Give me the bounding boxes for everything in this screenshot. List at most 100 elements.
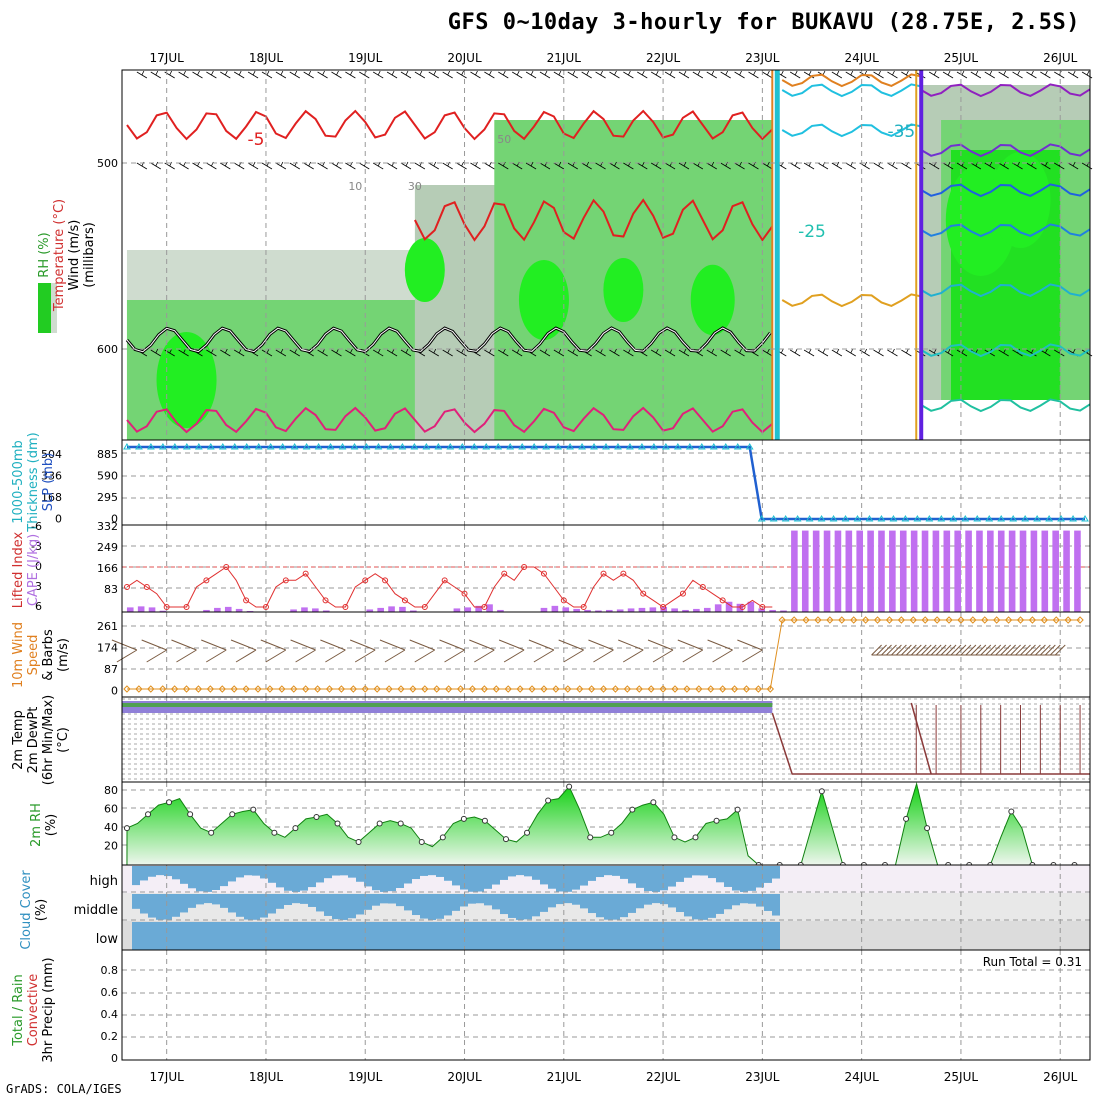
cloud-bar	[668, 866, 676, 887]
cape-bar	[714, 604, 722, 612]
wind-speed-point	[754, 685, 763, 693]
cloud-bar	[380, 894, 388, 904]
cloud-bar	[260, 894, 268, 918]
date-label-top: 21JUL	[547, 51, 582, 65]
cloud-bar	[644, 866, 652, 892]
cloud-bar	[236, 894, 244, 917]
cloud-bar	[588, 866, 596, 881]
wind-barb	[260, 639, 287, 663]
ytick-label: 40	[104, 821, 118, 834]
thickness-marker	[290, 443, 299, 450]
thickness-marker	[194, 443, 203, 450]
cloud-bar	[476, 866, 484, 892]
thickness-marker	[422, 443, 431, 450]
ytick-label: -3	[31, 540, 42, 553]
thickness-marker	[1021, 515, 1030, 522]
wind-barb	[317, 348, 328, 357]
contour-label: -25	[798, 222, 826, 242]
wind-speed-point	[504, 685, 512, 693]
cloud-bar	[324, 866, 332, 879]
wind-speed-point	[397, 685, 405, 693]
wind-barb	[1049, 644, 1061, 656]
cloud-bar	[260, 866, 268, 879]
cloud-bar	[772, 922, 780, 950]
wind-barb	[789, 70, 801, 79]
cloud-bar	[668, 894, 676, 908]
wind-barb	[905, 644, 917, 656]
wind-barb	[400, 161, 412, 170]
thickness-marker	[985, 515, 994, 522]
thickness-marker	[542, 443, 551, 450]
thickness-marker	[578, 443, 586, 450]
cloud-bar	[132, 866, 140, 886]
cloud-bar	[324, 922, 332, 950]
cape-bar	[475, 605, 482, 612]
slp-ylabel: Thickness (dm)	[26, 432, 41, 532]
li-point	[501, 570, 508, 577]
wind-barb	[525, 161, 537, 170]
rh-point	[713, 817, 720, 824]
cloud-bar	[452, 894, 460, 911]
wind-barb	[1015, 644, 1026, 656]
wind-barb	[525, 70, 537, 79]
cloud-bar	[332, 866, 340, 876]
rh-point	[145, 811, 152, 818]
wind-barb	[845, 348, 856, 357]
rh-point	[439, 834, 446, 841]
wind-ylabel: 10m Wind	[11, 622, 26, 688]
cloud-bar	[508, 866, 516, 877]
wind-barb	[588, 639, 614, 663]
wind-speed-point	[873, 616, 882, 624]
wind-barb	[345, 70, 356, 79]
wind-speed-point	[683, 685, 691, 693]
ytick-label: 504	[41, 448, 62, 461]
li-point	[143, 584, 150, 590]
thickness-marker	[326, 443, 335, 450]
wind-speed-point	[802, 616, 810, 624]
wind-barb	[945, 644, 957, 656]
thickness-marker	[530, 443, 539, 450]
cloud-bar	[548, 894, 556, 908]
wind-barb	[876, 644, 887, 656]
wind-barb	[650, 348, 662, 357]
wind-speed-point	[718, 685, 727, 693]
thickness-marker	[937, 515, 946, 522]
thickness-marker	[350, 443, 359, 450]
wind-speed-point	[659, 685, 667, 693]
thickness-marker	[949, 515, 958, 522]
cloud-bar	[444, 866, 452, 881]
wind-barb	[678, 348, 690, 357]
li-point	[342, 604, 349, 610]
thickness-marker	[638, 443, 646, 450]
wind-barb	[275, 348, 287, 357]
wind-barb	[230, 639, 257, 663]
wind-barb	[141, 639, 167, 663]
wind-speed-point	[707, 685, 715, 693]
cloud-bar	[268, 922, 276, 950]
ytick-label: 600	[97, 343, 118, 356]
cloud-bar	[476, 922, 484, 950]
wind-barb	[956, 348, 968, 357]
cape-bar	[1030, 530, 1038, 612]
wind-speed-point	[897, 616, 906, 624]
rh-point	[166, 799, 173, 806]
thickness-marker	[757, 515, 766, 522]
cape-bar	[410, 610, 417, 612]
ytick-label: 3	[35, 580, 42, 593]
rh-legend-swatch	[38, 283, 51, 333]
cloud-bar	[492, 866, 500, 885]
thickness-marker	[901, 515, 910, 522]
cloud-bar	[388, 894, 396, 904]
cloud-bar	[740, 894, 748, 904]
contour-line-inner	[126, 327, 771, 353]
wind-speed-point	[1064, 616, 1072, 624]
ytick-label: 332	[97, 520, 118, 533]
wind-barb	[803, 348, 815, 357]
thickness-marker	[1045, 515, 1053, 522]
rh-legend-swatch	[51, 283, 57, 333]
li-point	[660, 604, 667, 610]
thickness-marker	[254, 443, 263, 450]
cloud-bar	[244, 922, 252, 950]
cloud-bar	[428, 866, 436, 876]
thickness-marker	[218, 443, 227, 450]
